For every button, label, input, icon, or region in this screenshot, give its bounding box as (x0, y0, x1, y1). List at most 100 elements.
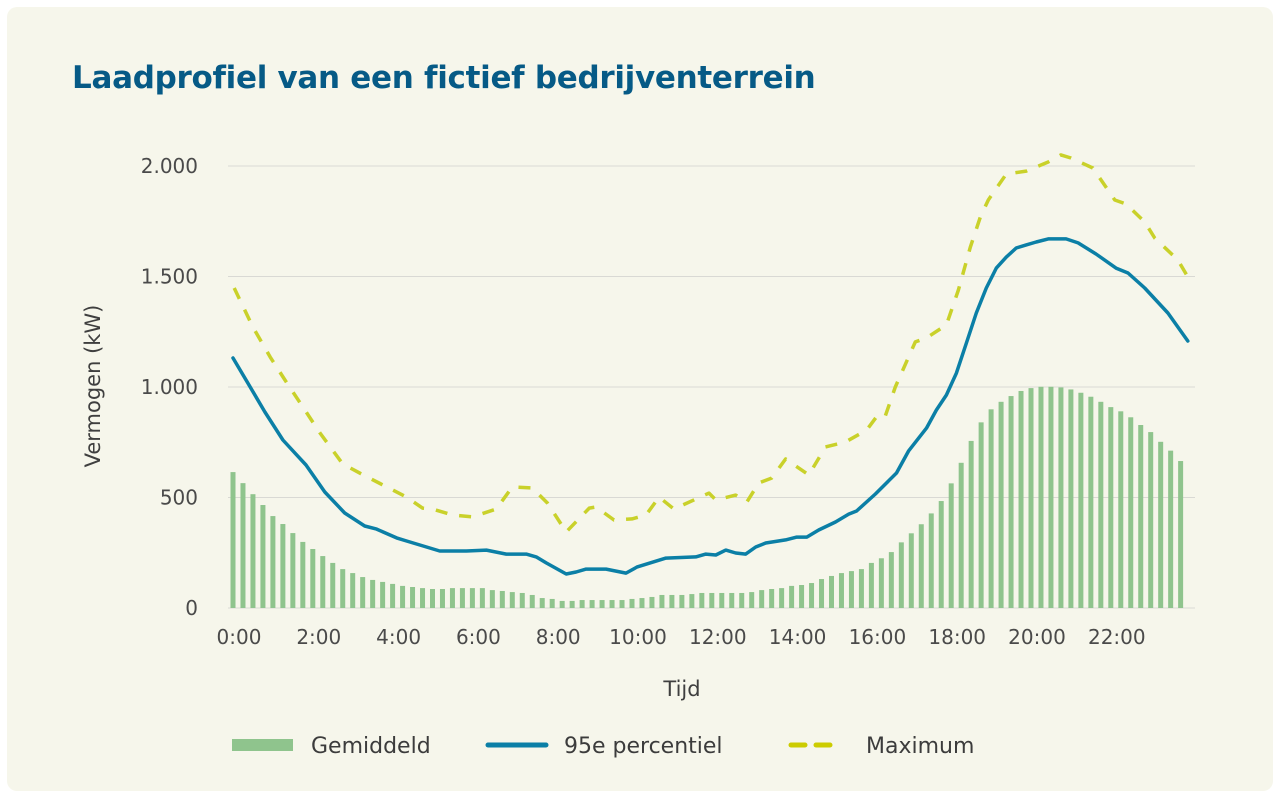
bar (1028, 388, 1034, 608)
bar (559, 600, 565, 608)
bar-series-gemiddeld (230, 386, 1184, 608)
y-tick-label: 0 (185, 596, 198, 620)
x-tick-label: 0:00 (217, 625, 262, 649)
bar (499, 590, 505, 608)
bar (609, 600, 615, 608)
bar (898, 542, 904, 608)
bar (410, 587, 416, 608)
bar (1128, 417, 1134, 608)
x-tick-label: 16:00 (849, 625, 907, 649)
bar (250, 494, 256, 608)
bar (449, 588, 455, 608)
bar (290, 533, 296, 608)
bar (1138, 425, 1144, 608)
bar (958, 462, 964, 608)
bar (739, 592, 745, 608)
bar (260, 505, 266, 608)
bar (1048, 386, 1054, 608)
bar (868, 562, 874, 608)
bar (769, 588, 775, 608)
y-axis-ticks: 0 500 1.000 1.500 2.000 (141, 154, 198, 620)
bar (400, 585, 406, 608)
bar (659, 594, 665, 608)
legend-label: 95e percentiel (564, 734, 723, 759)
legend-swatch-gemiddeld (232, 739, 293, 751)
legend: Gemiddeld 95e percentiel Maximum (232, 734, 974, 759)
bar (779, 588, 785, 608)
bar (998, 401, 1004, 608)
x-tick-label: 4:00 (376, 625, 421, 649)
bar (1058, 387, 1064, 608)
bar (459, 588, 465, 608)
bar (479, 588, 485, 608)
bar (908, 533, 914, 608)
bar (420, 588, 426, 608)
bar (729, 592, 735, 608)
bar (569, 600, 575, 608)
x-axis-label: Tijd (662, 677, 700, 701)
bar (1108, 407, 1114, 608)
bar (789, 585, 795, 608)
bar (858, 569, 864, 608)
bar (988, 409, 994, 608)
bar (1008, 396, 1014, 608)
bar (1038, 386, 1044, 608)
bar (599, 600, 605, 608)
bar (430, 588, 435, 608)
bar (918, 524, 924, 608)
bar (390, 583, 396, 608)
x-axis-ticks: 0:00 2:00 4:00 6:00 8:00 10:00 12:00 14:00 16:00… (217, 625, 1146, 649)
bar (1168, 450, 1174, 608)
bar (749, 592, 755, 608)
bar (669, 594, 675, 608)
bar (539, 598, 545, 608)
bar (1068, 389, 1074, 608)
y-tick-label: 500 (160, 486, 198, 510)
bar (579, 600, 585, 608)
bar (320, 556, 326, 608)
bar (719, 592, 725, 608)
bar (629, 598, 635, 608)
bar (639, 598, 645, 608)
bar (380, 581, 386, 608)
x-tick-label: 10:00 (609, 625, 667, 649)
x-tick-label: 8:00 (536, 625, 581, 649)
bar (350, 573, 356, 608)
chart-title: Laadprofiel van een fictief bedrijventer… (72, 60, 816, 96)
bar (759, 590, 765, 608)
bar (370, 579, 376, 608)
bar (848, 571, 854, 608)
bar (938, 501, 944, 608)
bar (230, 472, 236, 608)
bar (878, 558, 884, 608)
line-maximum (232, 153, 1190, 534)
bar (799, 585, 805, 608)
y-tick-label: 2.000 (141, 154, 198, 178)
bar (928, 513, 934, 608)
bar (968, 440, 974, 608)
bar (699, 592, 705, 608)
y-axis-label: Vermogen (kW) (81, 305, 105, 468)
x-tick-label: 18:00 (928, 625, 986, 649)
bar (270, 516, 276, 608)
bar (619, 600, 625, 608)
legend-label: Maximum (866, 734, 974, 759)
y-tick-label: 1.500 (141, 265, 198, 289)
bar (519, 592, 525, 608)
bar (689, 594, 695, 608)
bar (360, 577, 366, 608)
x-tick-label: 20:00 (1008, 625, 1066, 649)
bar (1148, 432, 1154, 608)
bar (888, 552, 894, 608)
bar (439, 588, 445, 608)
bar (709, 592, 715, 608)
bar (310, 548, 316, 608)
bar (649, 596, 655, 608)
x-tick-label: 6:00 (456, 625, 501, 649)
bar (330, 562, 336, 608)
bar (589, 600, 595, 608)
legend-label: Gemiddeld (311, 734, 431, 759)
bar (1088, 396, 1094, 608)
bar (978, 422, 984, 608)
